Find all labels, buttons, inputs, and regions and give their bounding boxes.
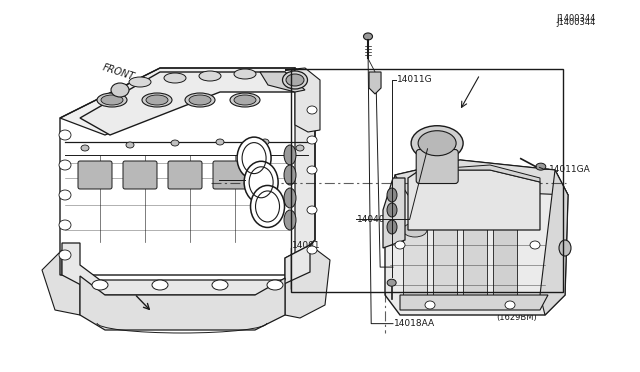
Ellipse shape xyxy=(129,77,151,87)
Ellipse shape xyxy=(59,160,71,170)
Ellipse shape xyxy=(111,83,129,97)
Ellipse shape xyxy=(387,220,397,234)
Ellipse shape xyxy=(307,106,317,114)
Ellipse shape xyxy=(536,163,546,170)
Polygon shape xyxy=(463,215,487,295)
Polygon shape xyxy=(42,250,80,315)
Ellipse shape xyxy=(101,95,123,105)
Polygon shape xyxy=(383,178,405,248)
Polygon shape xyxy=(62,243,310,295)
Ellipse shape xyxy=(199,71,221,81)
Polygon shape xyxy=(403,230,427,295)
Ellipse shape xyxy=(59,250,71,260)
Polygon shape xyxy=(60,68,315,135)
FancyBboxPatch shape xyxy=(416,150,458,183)
Polygon shape xyxy=(433,220,457,295)
Ellipse shape xyxy=(418,131,456,156)
Text: 14035: 14035 xyxy=(219,176,248,185)
Ellipse shape xyxy=(307,166,317,174)
Ellipse shape xyxy=(530,241,540,249)
Ellipse shape xyxy=(284,145,296,165)
Ellipse shape xyxy=(234,95,256,105)
FancyBboxPatch shape xyxy=(168,161,202,189)
Ellipse shape xyxy=(505,301,515,309)
Polygon shape xyxy=(80,276,285,330)
Ellipse shape xyxy=(282,71,307,89)
Polygon shape xyxy=(493,210,517,295)
Ellipse shape xyxy=(59,190,71,200)
Ellipse shape xyxy=(250,186,285,227)
Ellipse shape xyxy=(267,280,283,290)
Polygon shape xyxy=(285,68,320,132)
Polygon shape xyxy=(80,72,305,135)
Ellipse shape xyxy=(307,246,317,254)
Text: 14040E: 14040E xyxy=(357,215,391,224)
Polygon shape xyxy=(369,72,381,94)
Ellipse shape xyxy=(425,301,435,309)
Ellipse shape xyxy=(59,220,71,230)
Ellipse shape xyxy=(237,137,271,179)
Ellipse shape xyxy=(81,145,89,151)
Polygon shape xyxy=(420,165,540,182)
Text: FRONT: FRONT xyxy=(101,62,136,83)
FancyBboxPatch shape xyxy=(123,161,157,189)
Bar xyxy=(291,69,563,292)
Text: 14049PA: 14049PA xyxy=(394,263,434,272)
Ellipse shape xyxy=(387,188,397,202)
Ellipse shape xyxy=(261,139,269,145)
Ellipse shape xyxy=(395,241,405,249)
Ellipse shape xyxy=(126,142,134,148)
Ellipse shape xyxy=(307,136,317,144)
Ellipse shape xyxy=(286,74,304,86)
Ellipse shape xyxy=(364,33,372,40)
Text: J1400344: J1400344 xyxy=(557,18,596,27)
Ellipse shape xyxy=(387,279,396,286)
Polygon shape xyxy=(260,72,305,92)
Polygon shape xyxy=(400,295,548,310)
Ellipse shape xyxy=(164,73,186,83)
Text: 14011G: 14011G xyxy=(397,76,433,84)
Text: J1400344: J1400344 xyxy=(557,14,596,23)
Ellipse shape xyxy=(296,145,304,151)
FancyBboxPatch shape xyxy=(213,161,247,189)
Ellipse shape xyxy=(284,165,296,185)
Ellipse shape xyxy=(387,203,397,217)
Ellipse shape xyxy=(284,188,296,208)
Ellipse shape xyxy=(152,280,168,290)
Ellipse shape xyxy=(171,140,179,146)
Ellipse shape xyxy=(463,208,487,222)
Ellipse shape xyxy=(284,210,296,230)
Ellipse shape xyxy=(216,139,224,145)
FancyBboxPatch shape xyxy=(78,161,112,189)
Polygon shape xyxy=(285,245,330,318)
Ellipse shape xyxy=(59,130,71,140)
Text: SEC.163
(1629BM): SEC.163 (1629BM) xyxy=(496,303,537,322)
Polygon shape xyxy=(295,68,315,258)
Ellipse shape xyxy=(146,95,168,105)
Ellipse shape xyxy=(97,93,127,107)
Ellipse shape xyxy=(411,126,463,161)
Ellipse shape xyxy=(403,223,427,237)
Ellipse shape xyxy=(212,280,228,290)
Ellipse shape xyxy=(307,206,317,214)
Ellipse shape xyxy=(244,161,278,203)
Ellipse shape xyxy=(433,213,457,227)
Ellipse shape xyxy=(234,69,256,79)
Polygon shape xyxy=(395,160,568,195)
Text: 14001: 14001 xyxy=(292,241,321,250)
Text: 14018AA: 14018AA xyxy=(394,319,435,328)
Ellipse shape xyxy=(92,280,108,290)
Ellipse shape xyxy=(189,95,211,105)
Ellipse shape xyxy=(559,240,571,256)
Polygon shape xyxy=(385,160,568,315)
Ellipse shape xyxy=(493,203,517,217)
Polygon shape xyxy=(408,170,540,230)
Text: 14011GA: 14011GA xyxy=(549,165,591,174)
Ellipse shape xyxy=(230,93,260,107)
Ellipse shape xyxy=(142,93,172,107)
Polygon shape xyxy=(540,170,568,315)
Ellipse shape xyxy=(185,93,215,107)
